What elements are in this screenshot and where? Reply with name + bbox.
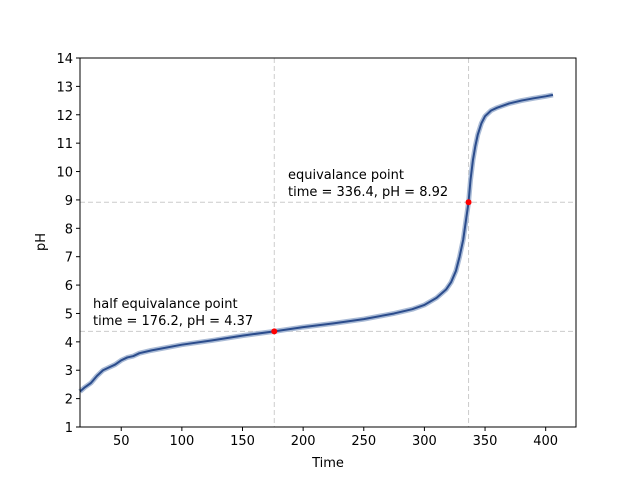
y-tick-label: 5 <box>65 307 73 322</box>
y-tick-label: 8 <box>65 222 73 237</box>
x-tick-label: 100 <box>169 434 194 449</box>
y-tick-label: 13 <box>56 80 73 95</box>
annotation: half equivalance point <box>93 297 238 312</box>
y-tick-label: 14 <box>56 52 73 67</box>
x-tick-label: 400 <box>533 434 558 449</box>
y-tick-label: 7 <box>65 251 73 266</box>
y-tick-label: 6 <box>65 279 73 294</box>
line-halo <box>78 92 554 394</box>
point <box>465 199 472 206</box>
x-tick-label: 350 <box>473 434 498 449</box>
y-axis-label: pH <box>34 233 49 251</box>
line <box>79 93 554 393</box>
axes-frame <box>79 57 577 428</box>
y-tick-label: 2 <box>65 393 73 408</box>
x-tick-label: 300 <box>412 434 437 449</box>
x-tick-label: 50 <box>113 434 130 449</box>
point <box>271 328 278 335</box>
y-tick-label: 12 <box>56 109 73 124</box>
x-axis-label: Time <box>311 456 344 471</box>
y-tick-label: 1 <box>65 421 73 436</box>
x-tick-label: 150 <box>230 434 255 449</box>
annotation: equivalance point <box>288 168 404 183</box>
x-tick-label: 250 <box>351 434 376 449</box>
y-tick-label: 3 <box>65 364 73 379</box>
y-tick-label: 11 <box>56 137 73 152</box>
annotation: time = 336.4, pH = 8.92 <box>288 185 448 200</box>
annotation: time = 176.2, pH = 4.37 <box>93 314 253 329</box>
y-tick-label: 9 <box>65 194 73 209</box>
x-tick-label: 200 <box>291 434 316 449</box>
y-tick-label: 4 <box>65 336 73 351</box>
y-tick-label: 10 <box>56 166 73 181</box>
